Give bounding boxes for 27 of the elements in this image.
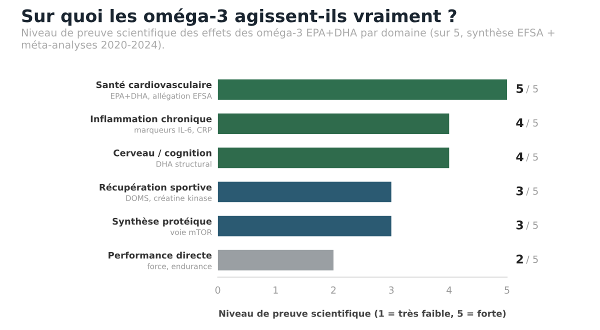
- bar: [218, 250, 334, 270]
- chart-subtitle: Niveau de preuve scientifique des effets des oméga-3 EPA+DHA par domaine (sur 5, synthèse EFSA + méta-analyses 2020-2024).: [22, 28, 554, 51]
- text: / 5: [526, 119, 538, 128]
- x-tick-label: 4: [446, 286, 452, 294]
- bar: [218, 114, 450, 134]
- x-tick-label: 1: [274, 286, 278, 294]
- data-label: 3: [516, 220, 523, 230]
- bar: [218, 79, 507, 100]
- x-tick-label: 2: [331, 286, 336, 294]
- x-tick-label: 0: [215, 286, 220, 294]
- bar: [218, 182, 392, 202]
- x-axis-title: Niveau de preuve scientifique (1 = très faible, 5 = forte): [219, 310, 506, 319]
- text: / 5: [526, 222, 538, 230]
- x-tick-label: 3: [388, 286, 394, 294]
- data-label: 4: [516, 152, 524, 162]
- bar: [218, 148, 450, 168]
- bar: [218, 216, 392, 236]
- data-label: 4: [516, 118, 524, 128]
- data-label: 2: [516, 254, 523, 264]
- text: / 5: [526, 188, 538, 196]
- data-label: 5: [516, 84, 524, 94]
- text: / 5: [526, 85, 538, 94]
- text: / 5: [526, 153, 538, 162]
- text: / 5: [526, 256, 538, 264]
- chart-title: Sur quoi les oméga-3 agissent-ils vraiment ?: [22, 8, 456, 26]
- x-tick-label: 5: [504, 286, 510, 294]
- data-label: 3: [516, 186, 523, 196]
